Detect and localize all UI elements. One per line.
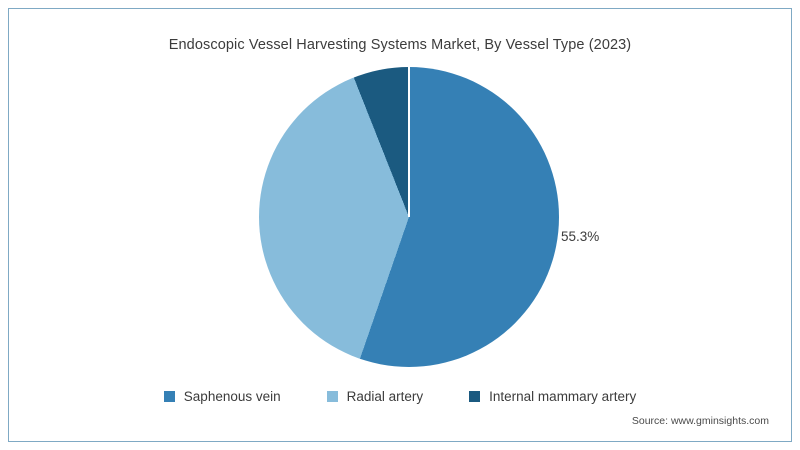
legend-label: Radial artery [346,389,424,404]
legend-item-saphenous-vein[interactable]: Saphenous vein [163,389,281,404]
chart-frame: Endoscopic Vessel Harvesting Systems Mar… [8,8,792,442]
chart-legend: Saphenous vein Radial artery Internal ma… [9,389,791,404]
slice-value-label-saphenous-vein: 55.3% [561,229,600,244]
source-text: Source: www.gminsights.com [631,415,769,427]
legend-swatch-icon [469,391,481,402]
legend-swatch-icon [326,391,338,402]
legend-item-internal-mammary-artery[interactable]: Internal mammary artery [469,389,636,404]
legend-item-radial-artery[interactable]: Radial artery [326,389,424,404]
legend-swatch-icon [163,391,175,402]
chart-title: Endoscopic Vessel Harvesting Systems Mar… [168,37,632,53]
pie-start-divider [408,67,410,217]
legend-label: Internal mammary artery [489,389,637,404]
pie-chart [259,67,559,367]
legend-label: Saphenous vein [183,389,281,404]
